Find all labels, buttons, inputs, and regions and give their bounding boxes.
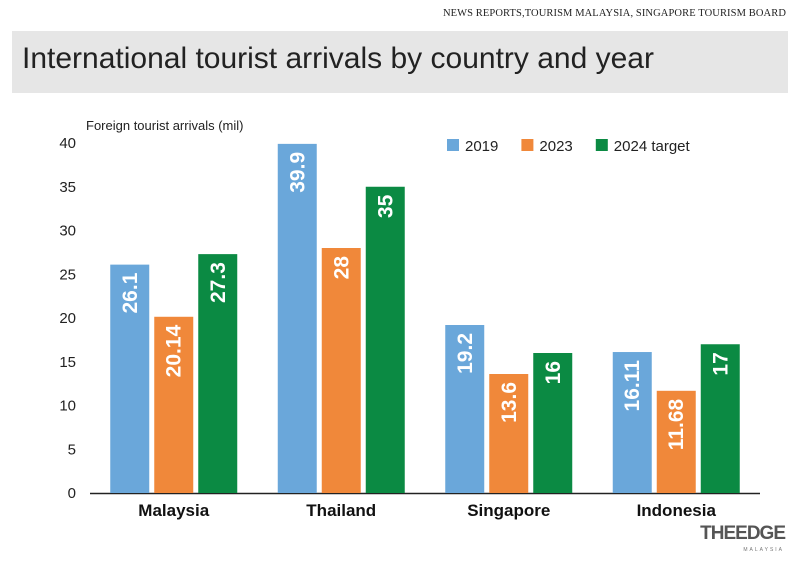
data-label: 16.11 xyxy=(621,360,644,412)
x-tick-label: Malaysia xyxy=(138,501,209,520)
data-label: 39.9 xyxy=(286,152,309,193)
legend-swatch xyxy=(521,139,534,151)
bar-2023 xyxy=(154,316,194,493)
data-label: 17 xyxy=(709,352,732,375)
data-label: 13.6 xyxy=(498,382,521,423)
bar-2019 xyxy=(110,264,150,493)
bar-2023 xyxy=(656,390,696,493)
data-label: 26.1 xyxy=(119,272,142,313)
bar-2024-target xyxy=(198,254,238,493)
data-label: 35 xyxy=(374,194,397,218)
data-label: 28 xyxy=(330,256,353,280)
bar-2019 xyxy=(277,143,317,493)
y-tick-label: 5 xyxy=(68,441,76,458)
bar-2023 xyxy=(321,248,361,493)
x-tick-label: Indonesia xyxy=(637,501,717,520)
y-tick-label: 25 xyxy=(59,266,76,283)
bar-2019 xyxy=(445,325,485,493)
legend-swatch xyxy=(447,139,459,151)
x-tick-label: Singapore xyxy=(467,501,550,520)
y-tick-label: 40 xyxy=(59,135,76,152)
title-bar: International tourist arrivals by countr… xyxy=(12,31,788,93)
legend-swatch xyxy=(595,139,608,151)
data-label: 20.14 xyxy=(163,324,186,377)
data-label: 11.68 xyxy=(665,398,688,450)
x-tick-label: Thailand xyxy=(306,501,376,520)
bar-2024-target xyxy=(365,186,405,493)
y-tick-label: 20 xyxy=(59,310,76,327)
y-axis-label: Foreign tourist arrivals (mil) xyxy=(86,118,243,133)
data-label: 16 xyxy=(542,361,565,384)
data-label: 27.3 xyxy=(207,262,230,303)
chart-title: International tourist arrivals by countr… xyxy=(22,42,654,75)
y-tick-label: 15 xyxy=(59,354,76,371)
y-tick-label: 35 xyxy=(59,179,76,196)
y-tick-label: 10 xyxy=(59,398,76,415)
legend-entry: 2024 target xyxy=(614,138,691,155)
brand-logo-sub: MALAYSIA xyxy=(743,547,784,553)
bar-2019 xyxy=(612,352,652,493)
legend-entry: 2019 xyxy=(465,138,498,155)
bar-2024-target xyxy=(700,344,740,493)
legend-entry: 2023 xyxy=(539,138,572,155)
brand-logo: THEEDGE xyxy=(700,523,786,544)
data-label: 19.2 xyxy=(454,333,477,374)
source-credit: NEWS REPORTS,TOURISM MALAYSIA, SINGAPORE… xyxy=(442,8,786,19)
y-tick-label: 0 xyxy=(68,485,76,502)
bar-2024-target xyxy=(533,353,573,493)
bar-2023 xyxy=(489,374,529,493)
y-tick-label: 30 xyxy=(59,223,76,240)
